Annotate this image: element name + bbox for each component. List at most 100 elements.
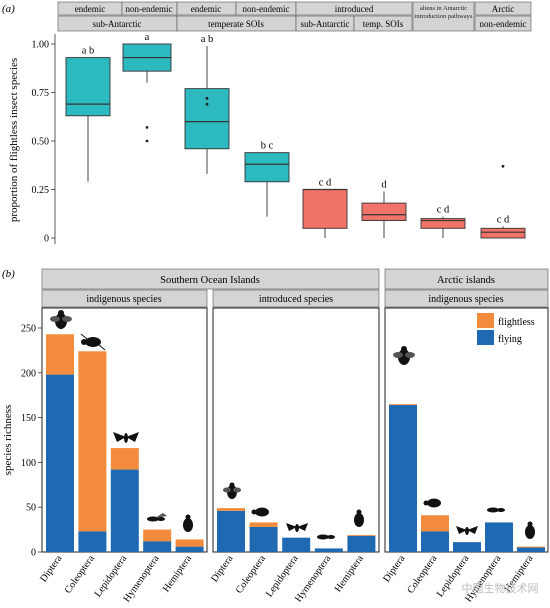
strip-introduced-label: introduced bbox=[335, 4, 374, 14]
strip-arctic-label: Arctic bbox=[492, 4, 515, 14]
wasp-icon-3 bbox=[487, 507, 505, 513]
xtick-label: Hemiptera bbox=[333, 553, 367, 594]
xtick-label: Diptera bbox=[209, 553, 236, 584]
beetle-icon bbox=[80, 333, 106, 351]
xtick-label: Coleoptera bbox=[63, 553, 97, 596]
facet-strip-2-label: introduced species bbox=[259, 294, 333, 305]
outlier-point bbox=[501, 164, 505, 168]
facet-strip-1 bbox=[41, 289, 208, 308]
ytick-label-a: 1.00 bbox=[32, 40, 50, 51]
group-strip-soi-label: Southern Ocean Islands bbox=[160, 275, 260, 286]
strip-endemic-1-label: endemic bbox=[75, 4, 106, 14]
significance-letters: c d bbox=[437, 205, 450, 216]
ytick-label-a: 0 bbox=[44, 234, 49, 245]
ytick-label-b: 150 bbox=[21, 413, 36, 424]
bar-group: 050100150200250DipteraColeopteraLepidopt… bbox=[21, 324, 545, 604]
significance-letters: c d bbox=[319, 178, 332, 189]
box bbox=[480, 227, 526, 239]
xtick-label: Coleoptera bbox=[405, 553, 439, 596]
outlier-point bbox=[145, 139, 149, 143]
significance-letters: a b bbox=[201, 34, 214, 45]
bug-icon-2 bbox=[354, 509, 364, 527]
legend-label-flying: flying bbox=[498, 334, 522, 345]
bar-flightless bbox=[78, 351, 107, 532]
strip-temp-sois-label: temp. SOIs bbox=[363, 19, 404, 29]
bar-flightless bbox=[46, 334, 74, 375]
bar-flying bbox=[314, 548, 343, 552]
xtick-label: Diptera bbox=[381, 553, 408, 584]
ytick-label-b: 250 bbox=[21, 324, 36, 335]
panel-b-label: (b) bbox=[2, 268, 15, 280]
fly-icon-2 bbox=[223, 482, 241, 499]
bar-flightless bbox=[175, 539, 204, 547]
boxplot-group: 0 0.25 0.50 0.75 1.00 a b a a b b c c d d c d c d bbox=[32, 32, 526, 245]
strip-aliens-label: aliens in Antarctic introduction pathway… bbox=[414, 5, 473, 20]
legend: flightless flying bbox=[477, 313, 535, 345]
panel-b: (b) species richness Southern Ocean Isla… bbox=[2, 268, 549, 604]
significance-letters: d bbox=[381, 179, 387, 190]
panel-a-ylabel: proportion of flightless insect species bbox=[8, 58, 20, 222]
legend-label-flightless: flightless bbox=[498, 317, 535, 328]
bar-flying bbox=[421, 531, 449, 552]
box bbox=[302, 189, 348, 229]
bar-flightless bbox=[249, 522, 278, 527]
xtick-label: Hemiptera bbox=[161, 553, 195, 594]
bar-flightless bbox=[389, 404, 417, 406]
strip-temperate-sois-label: temperate SOIs bbox=[208, 19, 264, 29]
outlier-point bbox=[205, 102, 209, 106]
moth-icon-3 bbox=[456, 526, 478, 535]
strip-non-endemic-1-label: non-endemic bbox=[126, 4, 173, 14]
bar-flying bbox=[389, 405, 417, 552]
strip-aliens bbox=[412, 1, 475, 32]
panel-a-label: (a) bbox=[2, 3, 15, 15]
box bbox=[361, 202, 407, 221]
ytick-label-a: 0.75 bbox=[32, 88, 50, 99]
legend-swatch-flying bbox=[477, 330, 494, 345]
xtick-label: Diptera bbox=[38, 553, 65, 584]
ytick-label-b: 0 bbox=[31, 548, 36, 559]
group-strip-soi bbox=[41, 268, 380, 290]
box bbox=[65, 57, 111, 117]
box bbox=[244, 152, 290, 183]
xtick-label: Coleoptera bbox=[234, 553, 268, 596]
facet-strip-1-label: indigenous species bbox=[86, 294, 161, 305]
significance-letters: a bbox=[145, 32, 150, 43]
fly-icon-3 bbox=[393, 346, 415, 365]
bar-flightless bbox=[110, 448, 139, 470]
facet-strip-3-label: indigenous species bbox=[428, 294, 503, 305]
strip-arctic bbox=[474, 1, 532, 16]
significance-letters: b c bbox=[261, 141, 274, 152]
bar-flying bbox=[46, 374, 74, 552]
beetle-icon-3 bbox=[423, 498, 441, 508]
bar-flying bbox=[175, 546, 204, 552]
bug-icon bbox=[183, 514, 193, 532]
bar-flying bbox=[110, 469, 139, 552]
bar-flying bbox=[78, 531, 107, 552]
bar-flightless bbox=[517, 546, 545, 548]
outlier-point bbox=[205, 96, 209, 100]
xtick-label: Lepidoptera bbox=[264, 553, 301, 599]
wasp-icon-2 bbox=[317, 534, 335, 540]
fly-icon bbox=[50, 310, 72, 329]
panel-a: (a) proportion of flightless insect spec… bbox=[2, 1, 532, 245]
bar-flightless bbox=[421, 515, 449, 532]
bar-flying bbox=[143, 541, 172, 552]
ytick-label-a: 0.25 bbox=[32, 185, 50, 196]
xtick-label: Lepidoptera bbox=[93, 553, 130, 599]
ytick-label-b: 100 bbox=[21, 458, 36, 469]
panel-b-ylabel: species richness bbox=[2, 405, 14, 476]
strip-non-endemic-3-label: non-endemic bbox=[480, 19, 527, 29]
bar-flying bbox=[517, 547, 545, 552]
strip-sub-antarctic-1-label: sub-Antarctic bbox=[93, 19, 142, 29]
ytick-label-b: 200 bbox=[21, 368, 36, 379]
strip-introduced bbox=[295, 1, 413, 16]
group-strip-arctic-label: Arctic islands bbox=[437, 275, 495, 286]
strip-temp-sois bbox=[353, 15, 413, 32]
facet-strip-2 bbox=[212, 289, 380, 308]
bug-icon-3 bbox=[525, 521, 535, 539]
bar-flightless bbox=[347, 534, 376, 536]
moth-icon-2 bbox=[286, 523, 308, 532]
bar-flying bbox=[249, 526, 278, 552]
facet-strip-3 bbox=[384, 289, 549, 308]
